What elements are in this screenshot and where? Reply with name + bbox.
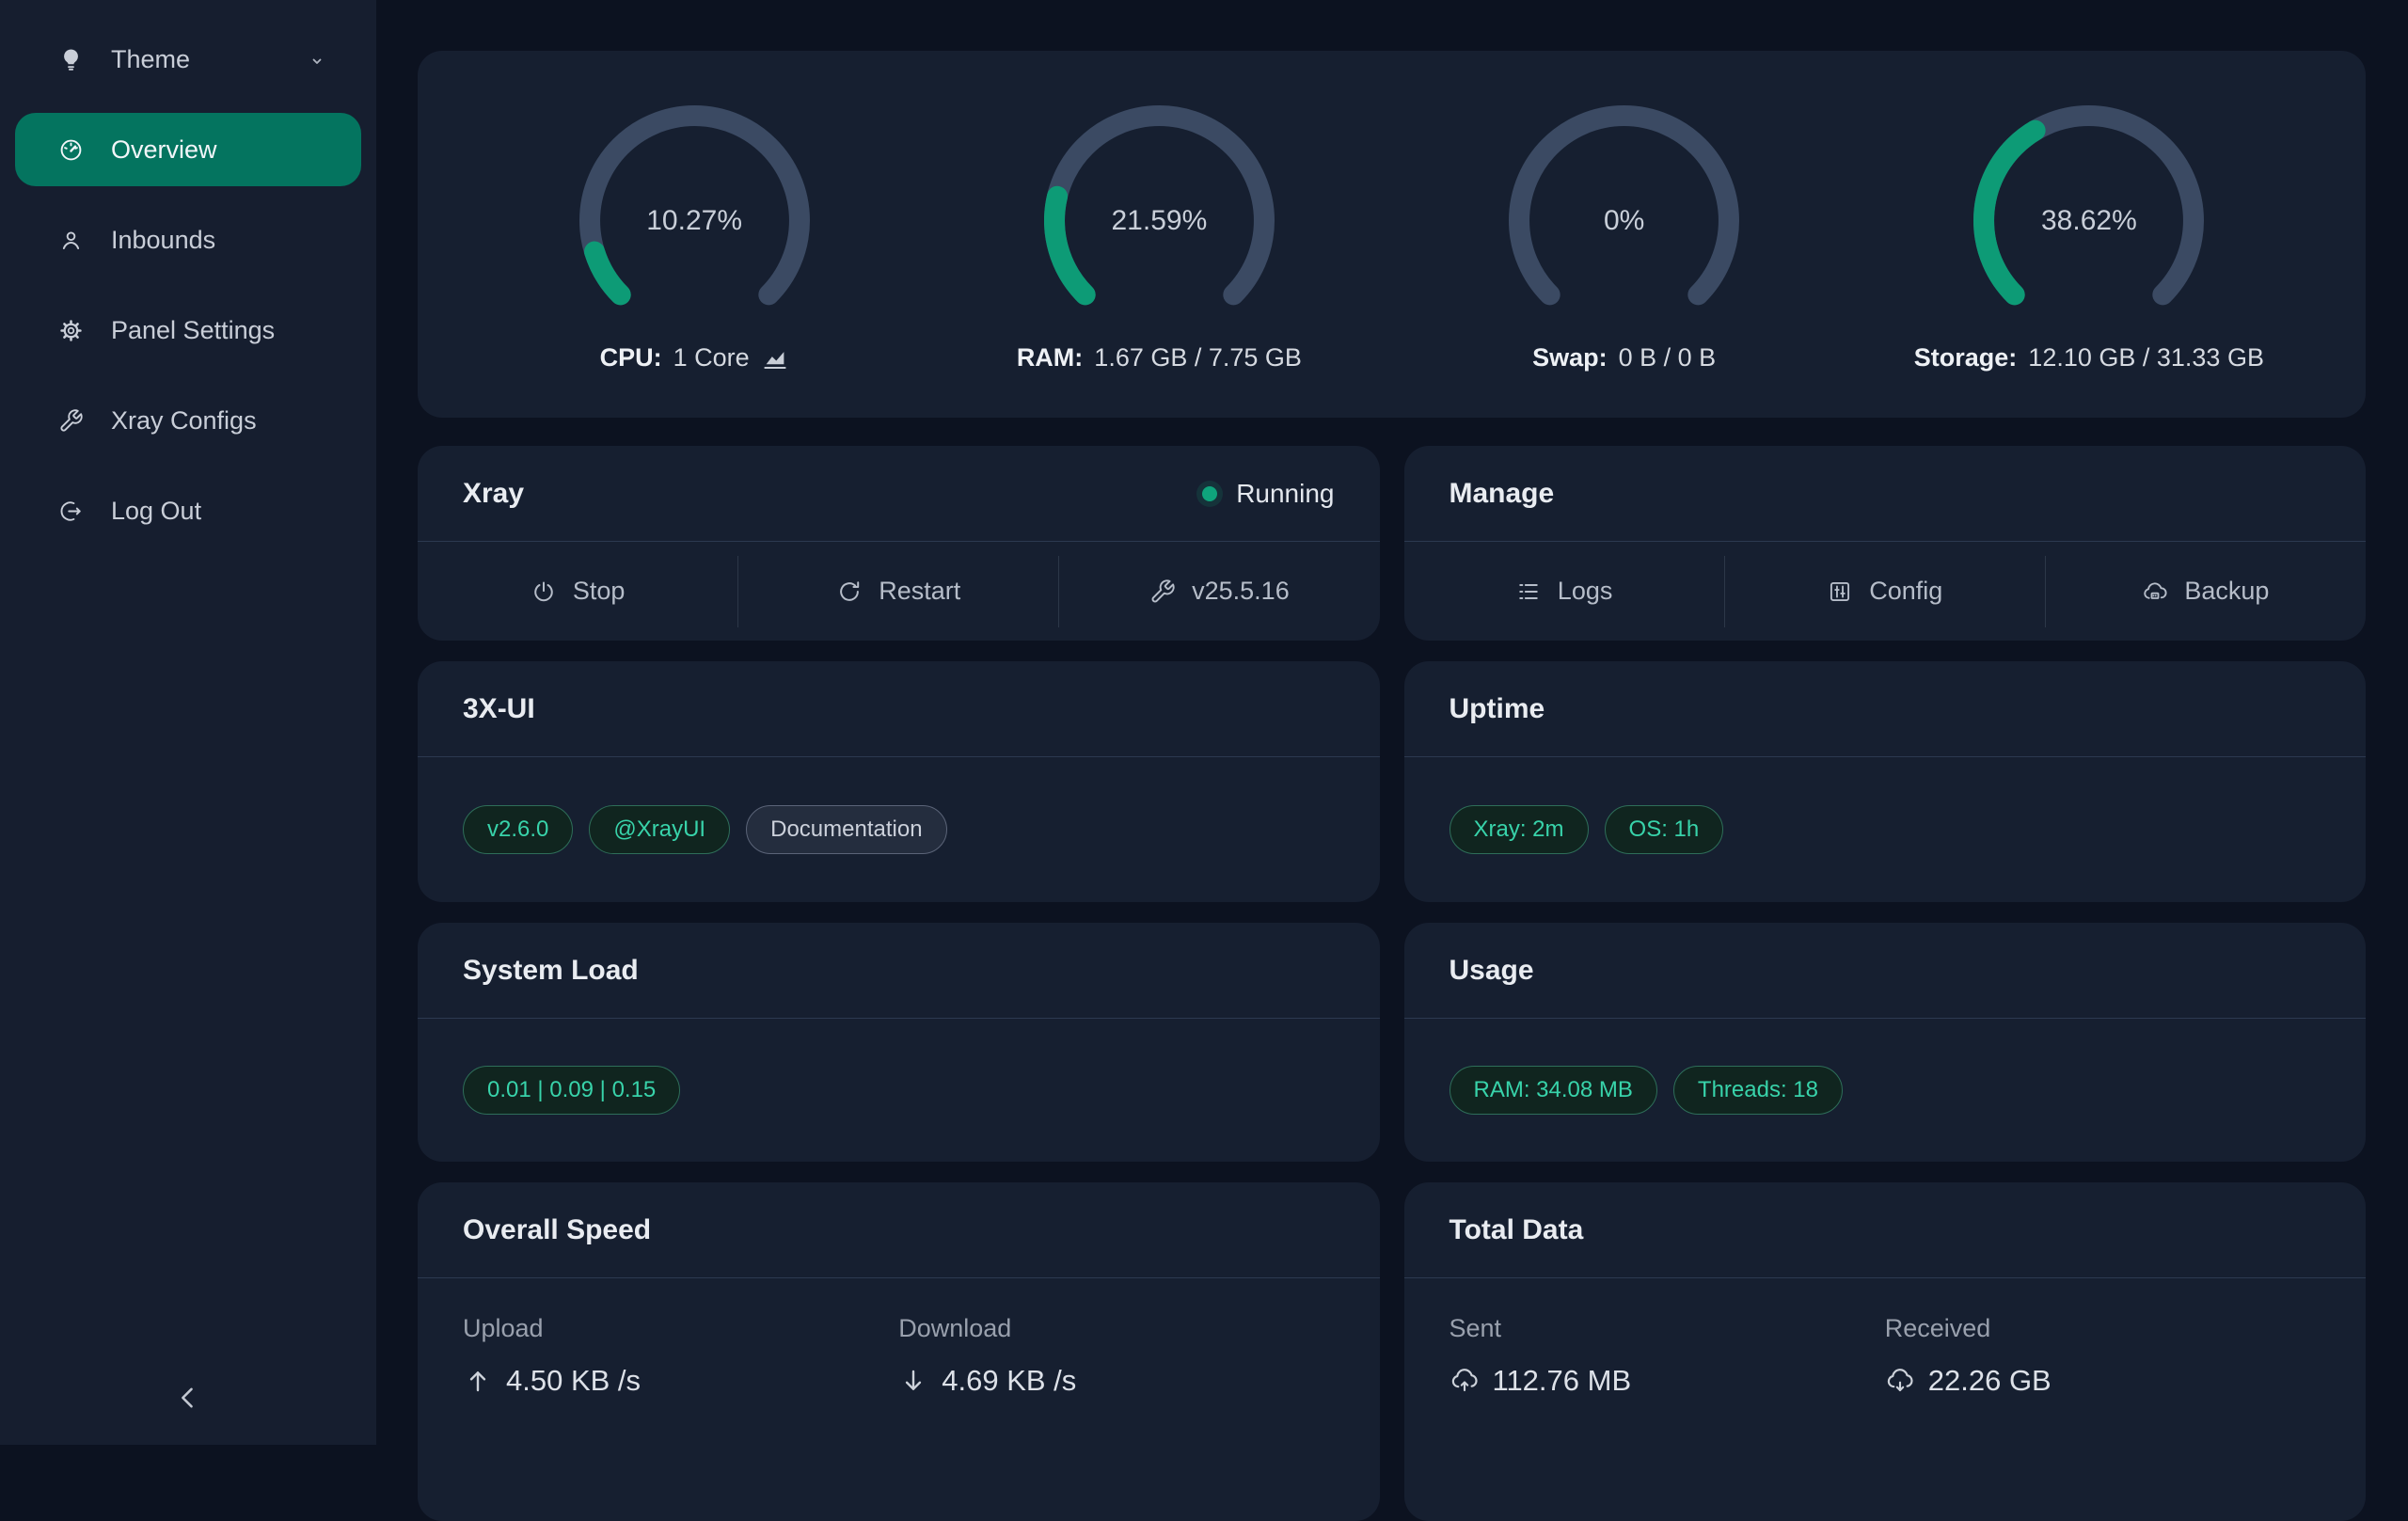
sidebar-theme-label: Theme (111, 45, 190, 74)
manage-backup-button[interactable]: Backup (2045, 556, 2366, 627)
storage-gauge: 38.62% Storage:12.10 GB / 31.33 GB (1857, 51, 2321, 418)
sidebar-item-theme[interactable]: Theme (15, 14, 361, 104)
cloud-upload-icon (1450, 1366, 1480, 1396)
os-uptime-tag: OS: 1h (1605, 805, 1724, 854)
storage-gauge-label: Storage:12.10 GB / 31.33 GB (1914, 343, 2264, 372)
overall-speed-card-title: Overall Speed (463, 1214, 651, 1246)
wrench-icon (1149, 578, 1176, 605)
load-average-tag: 0.01 | 0.09 | 0.15 (463, 1066, 680, 1115)
threads-usage-tag: Threads: 18 (1673, 1066, 1843, 1115)
received-label: Received (1885, 1314, 2321, 1343)
xray-card-title: Xray (463, 478, 524, 510)
xray-version-button[interactable]: v25.5.16 (1058, 556, 1379, 627)
system-load-card: System Load 0.01 | 0.09 | 0.15 (418, 923, 1380, 1162)
sidebar-item-label: Inbounds (111, 226, 215, 255)
xray-stop-button[interactable]: Stop (418, 556, 737, 627)
swap-gauge-label: Swap:0 B / 0 B (1532, 343, 1716, 372)
xray-restart-button[interactable]: Restart (737, 556, 1058, 627)
ram-gauge-value: 21.59% (1044, 105, 1275, 336)
xray-card: Xray Running Stop (418, 446, 1380, 641)
sidebar: Theme Overview (0, 0, 376, 1445)
usage-card: Usage RAM: 34.08 MB Threads: 18 (1404, 923, 2367, 1162)
usage-card-title: Usage (1450, 955, 1534, 987)
uptime-card-title: Uptime (1450, 693, 1545, 725)
sidebar-collapse-button[interactable] (0, 1377, 376, 1422)
restart-icon (836, 578, 863, 605)
xray-status-text: Running (1236, 479, 1334, 509)
manage-config-button[interactable]: Config (1724, 556, 2045, 627)
sidebar-item-label: Panel Settings (111, 316, 275, 345)
download-value: 4.69 KB /s (942, 1364, 1076, 1398)
upload-speed-stat: Upload 4.50 KB /s (463, 1314, 898, 1398)
sidebar-item-label: Overview (111, 135, 217, 165)
power-icon (531, 578, 557, 605)
cloud-backup-icon (2142, 578, 2168, 605)
xrayui-link-tag[interactable]: @XrayUI (589, 805, 730, 854)
version-tag[interactable]: v2.6.0 (463, 805, 573, 854)
arrow-down-icon (898, 1366, 928, 1396)
sliders-icon (1827, 578, 1853, 605)
upload-value: 4.50 KB /s (506, 1364, 641, 1398)
received-value: 22.26 GB (1928, 1364, 2052, 1398)
user-icon (58, 228, 84, 253)
main-content: 10.27% CPU:1 Core 21.59% (376, 0, 2408, 1445)
swap-gauge: 0% Swap:0 B / 0 B (1392, 51, 1857, 418)
manage-card: Manage Logs (1404, 446, 2367, 641)
arrow-up-icon (463, 1366, 493, 1396)
lightbulb-icon (58, 47, 84, 72)
sidebar-item-xray-configs[interactable]: Xray Configs (15, 375, 361, 466)
ram-gauge: 21.59% RAM:1.67 GB / 7.75 GB (927, 51, 1391, 418)
manage-card-title: Manage (1450, 478, 1555, 510)
manage-logs-button[interactable]: Logs (1404, 556, 1724, 627)
sidebar-item-logout[interactable]: Log Out (15, 466, 361, 556)
sidebar-item-inbounds[interactable]: Inbounds (15, 195, 361, 285)
sidebar-item-overview[interactable]: Overview (15, 113, 361, 186)
system-gauges-card: 10.27% CPU:1 Core 21.59% (418, 51, 2366, 418)
wrench-icon (58, 408, 84, 434)
uptime-card: Uptime Xray: 2m OS: 1h (1404, 661, 2367, 902)
system-load-card-title: System Load (463, 955, 639, 987)
status-dot-icon (1202, 486, 1217, 501)
ram-usage-tag: RAM: 34.08 MB (1450, 1066, 1657, 1115)
download-label: Download (898, 1314, 1334, 1343)
xui-card-title: 3X-UI (463, 693, 535, 725)
overall-speed-card: Overall Speed Upload 4.50 KB /s Download (418, 1182, 1380, 1521)
area-chart-icon[interactable] (761, 344, 789, 372)
gear-icon (58, 318, 84, 343)
sidebar-item-panel-settings[interactable]: Panel Settings (15, 285, 361, 375)
xray-uptime-tag: Xray: 2m (1450, 805, 1589, 854)
logout-icon (58, 499, 84, 524)
sent-label: Sent (1450, 1314, 1885, 1343)
sent-data-stat: Sent 112.76 MB (1450, 1314, 1885, 1398)
cpu-gauge-label: CPU:1 Core (600, 343, 789, 372)
gauge-icon (58, 137, 84, 163)
documentation-link-tag[interactable]: Documentation (746, 805, 946, 854)
cpu-gauge: 10.27% CPU:1 Core (462, 51, 927, 418)
cloud-download-icon (1885, 1366, 1915, 1396)
total-data-card-title: Total Data (1450, 1214, 1584, 1246)
chevron-left-icon (172, 1382, 204, 1418)
xray-status-badge: Running (1202, 479, 1334, 509)
download-speed-stat: Download 4.69 KB /s (898, 1314, 1334, 1398)
sidebar-item-label: Log Out (111, 497, 201, 526)
sent-value: 112.76 MB (1493, 1364, 1632, 1398)
list-icon (1515, 578, 1542, 605)
total-data-card: Total Data Sent 112.76 MB Received (1404, 1182, 2367, 1521)
swap-gauge-value: 0% (1509, 105, 1739, 336)
xui-card: 3X-UI v2.6.0 @XrayUI Documentation (418, 661, 1380, 902)
upload-label: Upload (463, 1314, 898, 1343)
ram-gauge-label: RAM:1.67 GB / 7.75 GB (1017, 343, 1302, 372)
storage-gauge-value: 38.62% (1973, 105, 2204, 336)
received-data-stat: Received 22.26 GB (1885, 1314, 2321, 1398)
sidebar-item-label: Xray Configs (111, 406, 257, 436)
chevron-down-icon (307, 49, 327, 70)
cpu-gauge-value: 10.27% (579, 105, 810, 336)
